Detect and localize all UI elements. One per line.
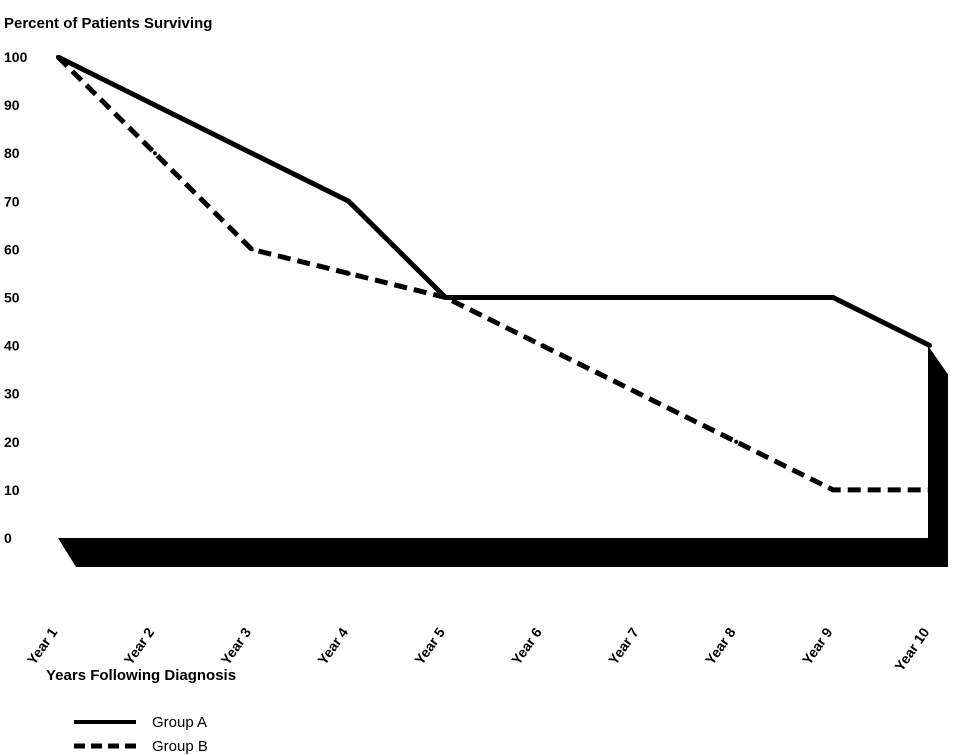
x-axis-label: Years Following Diagnosis [46,667,236,684]
y-tick-50: 50 [4,290,20,306]
y-tick-60: 60 [4,241,20,257]
point-a-9 [831,295,836,300]
y-tick-40: 40 [4,338,20,354]
y-tick-20: 20 [4,434,20,450]
point-b-6 [540,343,545,348]
x-tick-year-9: Year 9 [799,624,836,667]
x-tick-year-8: Year 8 [702,624,739,667]
y-tick-100: 100 [4,49,28,65]
y-tick-0: 0 [4,530,12,546]
point-b-8 [734,439,739,444]
point-b-7 [637,391,642,396]
point-b-5 [443,295,448,300]
x-tick-year-7: Year 7 [605,624,642,667]
series-layer [56,54,932,493]
y-tick-80: 80 [4,145,20,161]
point-a-8 [734,295,739,300]
x-tick-year-6: Year 6 [508,624,545,667]
y-tick-90: 90 [4,97,20,113]
point-b-4 [346,271,351,276]
series-line-group-a [56,54,932,348]
legend: Group A Group B [74,714,208,755]
legend-label-group-a: Group A [152,714,207,731]
floor-slab [58,538,948,567]
point-a-2 [152,103,157,108]
x-tick-year-3: Year 3 [217,624,254,667]
x-tick-year-4: Year 4 [314,624,351,667]
legend-label-group-b: Group B [152,738,208,755]
y-tick-10: 10 [4,482,20,498]
chart-floor [58,345,948,567]
point-b-1 [56,55,60,59]
y-axis-label: Percent of Patients Surviving [4,15,212,32]
y-tick-70: 70 [4,193,20,209]
point-b-2 [152,151,157,156]
point-a-3 [249,151,254,156]
series-line-group-b [56,55,930,493]
point-b-3 [249,247,254,252]
point-a-6 [540,295,545,300]
x-tick-year-1: Year 1 [24,624,61,667]
point-b-10 [928,487,932,492]
y-tick-30: 30 [4,386,20,402]
x-tick-year-5: Year 5 [411,624,448,667]
right-wall [928,345,948,562]
point-a-10 [928,343,932,348]
point-a-4 [346,199,351,204]
x-tick-year-2: Year 2 [121,624,158,667]
x-tick-year-10: Year 10 [891,624,932,674]
point-a-7 [637,295,642,300]
point-b-9 [831,487,836,492]
